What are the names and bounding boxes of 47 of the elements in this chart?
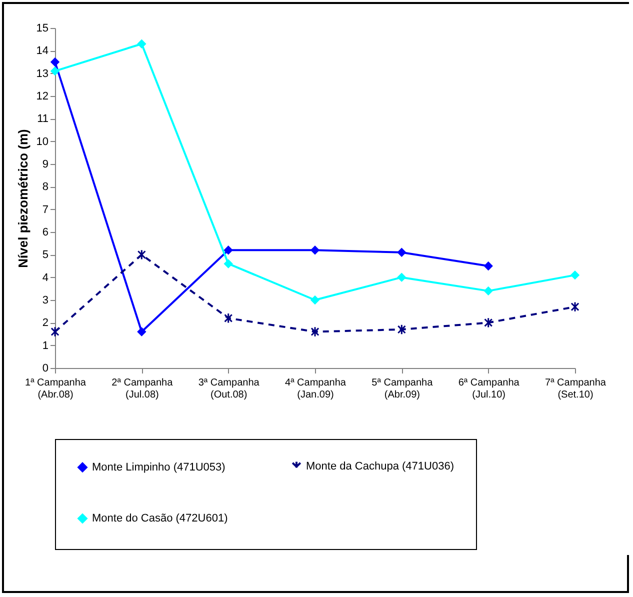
- point: [397, 324, 406, 335]
- x-tick-label: 5ª Campanha (Abr.09): [372, 378, 434, 400]
- y-tick-label: 11: [37, 113, 48, 126]
- point: [50, 66, 60, 76]
- y-tick-label: 6: [42, 226, 48, 238]
- y-tick-label: 5: [42, 249, 48, 262]
- y-tick-label: 13: [36, 68, 48, 80]
- point: [137, 327, 146, 336]
- y-tick-label: 9: [42, 158, 48, 170]
- y-tick-label: 3: [42, 294, 48, 306]
- y-tick-label: 1: [42, 340, 48, 352]
- point: [310, 296, 320, 304]
- point: [570, 301, 580, 312]
- point: [224, 246, 233, 254]
- x-tick-label: 7ª Campanha (Set.10): [545, 378, 606, 400]
- y-tick-label: 0: [42, 362, 48, 374]
- y-tick-label: 2: [42, 317, 48, 330]
- y-axis-title: Nível piezométrico (m): [15, 129, 30, 268]
- x-tick-label: 2ª Campanha (Jul.08): [112, 378, 174, 400]
- y-tick-label: 14: [36, 45, 48, 58]
- point: [137, 40, 146, 48]
- point: [224, 259, 233, 268]
- point: [310, 326, 320, 338]
- point: [310, 246, 320, 254]
- x-tick-label: 1ª Campanha (Abr.08): [25, 378, 86, 400]
- y-tick-label: 4: [42, 272, 48, 284]
- y-tick-label: 10: [36, 136, 48, 148]
- legend-label: Monte da Cachupa (471U036): [306, 460, 454, 473]
- point: [137, 249, 146, 260]
- point: [570, 270, 580, 280]
- y-tick-label: 7: [42, 204, 48, 216]
- y-tick-label: 8: [42, 181, 48, 194]
- y-tick-label: 15: [36, 22, 48, 34]
- x-tick-label: 3ª Campanha (Out.08): [198, 378, 260, 400]
- point: [224, 312, 233, 324]
- point: [484, 262, 493, 270]
- y-tick-label: 12: [36, 90, 48, 102]
- legend-label: Monte Limpinho (471U053): [92, 461, 226, 474]
- legend-label: Monte do Casão (472U601): [92, 512, 228, 524]
- point: [397, 273, 406, 282]
- point: [50, 326, 60, 338]
- point: [484, 317, 493, 328]
- x-tick-label: 4ª Campanha (Jan.09): [285, 378, 346, 400]
- point: [50, 58, 60, 66]
- point: [397, 248, 406, 257]
- x-tick-label: 6ª Campanha (Jul.10): [458, 378, 520, 400]
- point: [484, 286, 493, 296]
